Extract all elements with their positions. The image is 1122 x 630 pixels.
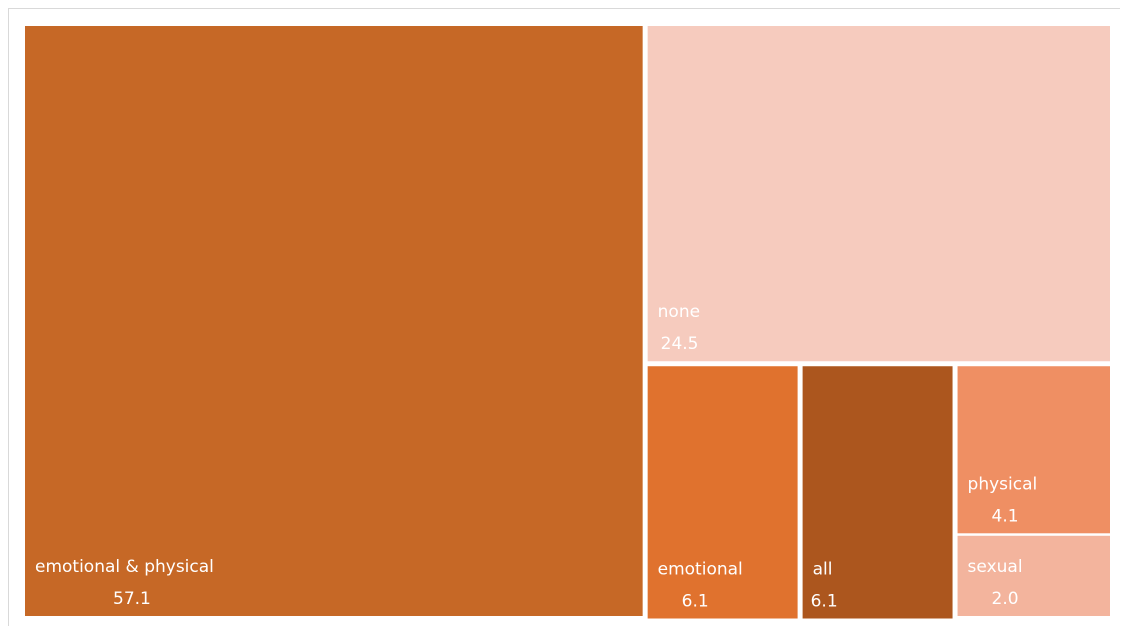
tile-label: emotional & physical (35, 557, 214, 577)
tile-value: 57.1 (113, 589, 151, 609)
chart-frame (8, 8, 1120, 626)
tile-rect (802, 366, 953, 619)
tile-emotional[interactable]: emotional 6.1 (647, 366, 798, 619)
tile-label: none (658, 302, 700, 322)
tile-rect (957, 366, 1110, 534)
tile-rect (647, 26, 1110, 362)
tile-rect (25, 26, 643, 616)
tile-label: sexual (968, 557, 1023, 577)
tile-value: 24.5 (661, 334, 699, 354)
tile-all[interactable]: all 6.1 (802, 366, 953, 619)
tile-sexual[interactable]: sexual 2.0 (957, 535, 1110, 616)
tile-physical[interactable]: physical 4.1 (957, 366, 1110, 534)
tile-rect (647, 366, 798, 619)
tile-value: 4.1 (992, 506, 1019, 526)
tile-label: physical (968, 474, 1038, 494)
tile-label: emotional (658, 560, 743, 580)
tile-value: 2.0 (992, 589, 1019, 609)
tile-rect (957, 535, 1110, 616)
tile-emotional-physical[interactable]: emotional & physical 57.1 (25, 26, 643, 616)
tile-value: 6.1 (682, 592, 709, 612)
tile-none[interactable]: none 24.5 (647, 26, 1110, 362)
tile-label: all (813, 560, 833, 580)
tile-value: 6.1 (811, 592, 838, 612)
